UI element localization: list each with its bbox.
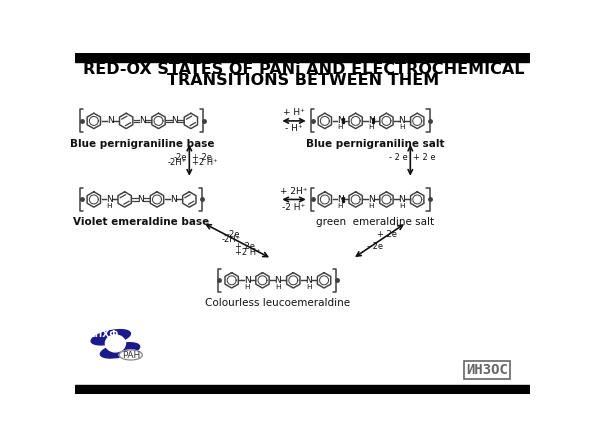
Text: green  emeraldine salt: green emeraldine salt <box>316 217 434 227</box>
Text: H: H <box>337 124 343 130</box>
Text: N: N <box>139 117 146 125</box>
Text: N: N <box>243 276 251 285</box>
Text: H: H <box>244 284 250 290</box>
Text: + 2 e: + 2 e <box>413 153 436 163</box>
Text: N: N <box>337 195 343 204</box>
Text: N: N <box>368 117 375 125</box>
Bar <box>75 53 530 62</box>
Text: ИПХФ: ИПХФ <box>87 330 119 339</box>
Text: RED-OX STATES OF PANi AND ELECTROCHEMICAL: RED-OX STATES OF PANi AND ELECTROCHEMICA… <box>83 62 524 77</box>
Text: H: H <box>106 203 112 209</box>
Text: H: H <box>306 284 311 290</box>
Text: -2H⁺: -2H⁺ <box>221 235 241 245</box>
Text: ИНЗОС: ИНЗОС <box>466 363 508 377</box>
Text: N: N <box>306 276 312 285</box>
Text: N: N <box>398 117 405 125</box>
Text: H: H <box>337 203 343 209</box>
Text: Blue pernigraniline salt: Blue pernigraniline salt <box>306 139 444 149</box>
Text: N: N <box>106 195 113 204</box>
Text: + 2e: + 2e <box>192 153 212 163</box>
Ellipse shape <box>105 335 125 352</box>
Text: N: N <box>170 195 177 204</box>
Text: + H⁺: + H⁺ <box>283 109 305 117</box>
Text: H: H <box>399 203 405 209</box>
Text: N: N <box>337 117 343 125</box>
Bar <box>75 385 530 394</box>
Text: N: N <box>368 195 375 204</box>
Text: H: H <box>399 124 405 130</box>
Text: -2e: -2e <box>173 153 187 163</box>
Text: -2e: -2e <box>227 230 241 239</box>
Text: +2 H⁺: +2 H⁺ <box>235 248 261 256</box>
Ellipse shape <box>100 343 139 358</box>
Text: - H⁺: - H⁺ <box>285 124 303 133</box>
Text: - 2e: - 2e <box>367 242 384 251</box>
Text: Blue pernigraniline base: Blue pernigraniline base <box>70 139 215 149</box>
Text: N: N <box>274 276 281 285</box>
Text: + 2H⁺: + 2H⁺ <box>280 187 308 196</box>
Text: N: N <box>398 195 405 204</box>
Text: TRANSITIONS BETWEEN THEM: TRANSITIONS BETWEEN THEM <box>167 73 439 88</box>
Text: H: H <box>275 284 281 290</box>
Text: + 2e: + 2e <box>377 230 397 239</box>
Text: N: N <box>171 117 178 125</box>
Text: -2H⁺: -2H⁺ <box>167 158 187 167</box>
Text: H: H <box>368 203 374 209</box>
Ellipse shape <box>91 330 131 345</box>
Ellipse shape <box>119 350 142 360</box>
Text: Violet emeraldine base: Violet emeraldine base <box>73 217 209 227</box>
Text: N: N <box>106 117 113 125</box>
Text: -2 H⁺: -2 H⁺ <box>282 203 306 212</box>
Text: + 2e: + 2e <box>235 242 255 251</box>
Text: N: N <box>138 195 144 204</box>
Text: +2 H⁺: +2 H⁺ <box>192 158 217 167</box>
Text: - 2 e: - 2 e <box>389 153 408 163</box>
Text: РАН: РАН <box>122 350 140 360</box>
Text: Colourless leucoemeraldine: Colourless leucoemeraldine <box>205 298 350 308</box>
Text: H: H <box>368 124 374 130</box>
